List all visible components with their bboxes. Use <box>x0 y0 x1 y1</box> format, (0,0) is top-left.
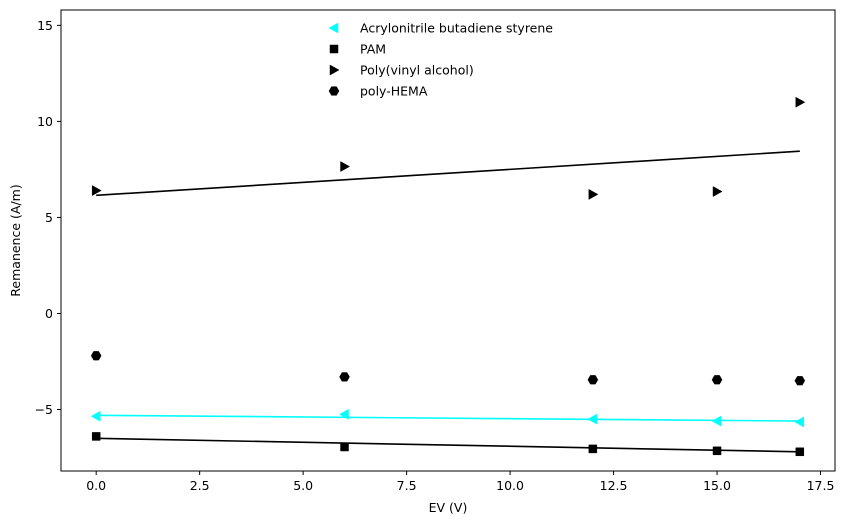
x-tick-label: 15.0 <box>703 478 731 493</box>
x-tick-label: 10.0 <box>496 478 524 493</box>
data-point-poly-vinyl-alcohol <box>340 161 351 172</box>
y-tick-label: 15 <box>37 18 53 33</box>
data-point-poly-vinyl-alcohol <box>712 186 723 197</box>
x-tick-label: 17.5 <box>807 478 835 493</box>
data-point-acrylonitrile-butadiene-styrene <box>587 413 598 425</box>
legend: Acrylonitrile butadiene styrene PAM Poly(v… <box>328 21 553 99</box>
legend-label: Poly(vinyl alcohol) <box>360 63 474 78</box>
plot-area-frame <box>60 9 836 472</box>
data-point-poly-hema <box>90 351 102 361</box>
data-point-acrylonitrile-butadiene-styrene <box>90 410 101 422</box>
y-tick-label: 10 <box>37 114 53 129</box>
data-point-poly-vinyl-alcohol <box>588 188 599 200</box>
legend-marker-poly-hema <box>328 86 340 96</box>
legend-marker-acrylonitrile-butadiene-styrene <box>328 22 339 34</box>
data-markers <box>90 96 806 457</box>
x-axis-ticks: 0.0 2.5 5.0 7.5 10.0 12.5 15.0 17.5 <box>86 471 834 493</box>
legend-marker-poly-vinyl-alcohol <box>329 64 340 76</box>
data-point-poly-vinyl-alcohol <box>795 96 806 108</box>
x-tick-label: 2.5 <box>190 478 210 493</box>
y-tick-label: 0 <box>45 306 53 321</box>
x-tick-label: 5.0 <box>293 478 313 493</box>
y-axis-label: Remanence (A/m) <box>8 184 23 296</box>
y-tick-label: −5 <box>35 402 53 417</box>
fit-line-pam <box>96 437 800 453</box>
legend-label: poly-HEMA <box>360 84 428 99</box>
data-point-acrylonitrile-butadiene-styrene <box>794 416 805 428</box>
data-point-pam <box>795 447 805 457</box>
x-tick-label: 7.5 <box>397 478 417 493</box>
data-point-pam <box>340 442 349 452</box>
x-axis-label: EV (V) <box>429 500 468 515</box>
legend-marker-pam <box>329 44 339 54</box>
data-point-poly-hema <box>339 372 350 382</box>
legend-label: Acrylonitrile butadiene styrene <box>360 21 553 36</box>
data-point-pam <box>588 444 598 454</box>
data-point-pam <box>712 446 722 456</box>
data-point-acrylonitrile-butadiene-styrene <box>339 408 349 420</box>
fit-lines <box>96 150 800 453</box>
data-point-poly-vinyl-alcohol <box>91 185 102 196</box>
data-point-pam <box>91 432 101 441</box>
x-tick-label: 12.5 <box>600 478 628 493</box>
x-tick-label: 0.0 <box>86 478 106 493</box>
y-axis-ticks: −5 0 5 10 15 <box>35 18 61 417</box>
y-tick-label: 5 <box>45 210 53 225</box>
data-point-poly-hema <box>711 375 723 385</box>
fit-line-acrylonitrile-butadiene-styrene <box>96 414 800 422</box>
data-point-poly-hema <box>794 376 806 386</box>
legend-label: PAM <box>360 42 386 57</box>
data-point-acrylonitrile-butadiene-styrene <box>711 415 722 427</box>
data-point-poly-hema <box>587 375 599 385</box>
fit-line-poly-vinyl-alcohol <box>96 150 800 197</box>
